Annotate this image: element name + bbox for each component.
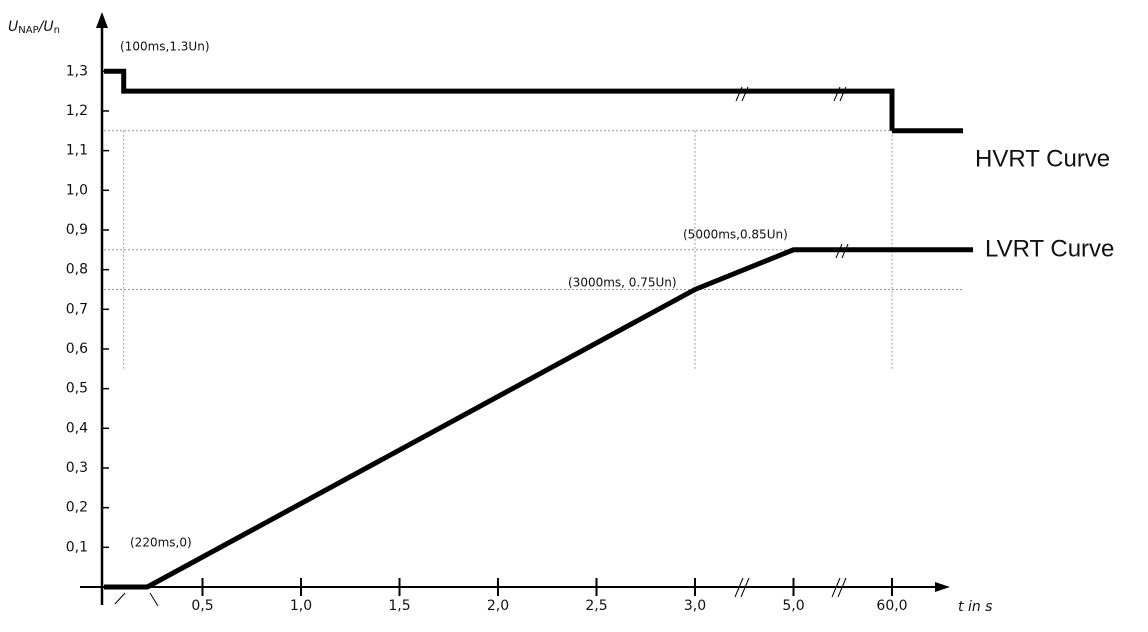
y-tick-label: 1,0 [66,182,88,198]
y-tick-label: 0,2 [66,500,88,516]
annotation: (100ms,1.3Un) [120,40,210,54]
y-arrow [96,12,108,28]
x-tick-label: 2,5 [585,598,607,614]
y-tick-label: 0,5 [66,381,88,397]
legend-label: HVRT Curve [975,145,1110,172]
y-tick-label: 0,8 [66,262,88,278]
y-tick-label: 0,3 [66,460,88,476]
y-label-part: n [54,25,60,36]
annotation: (5000ms,0.85Un) [683,228,788,242]
y-tick-label: 1,1 [66,143,88,159]
y-label-part: U [8,19,18,35]
y-tick-label: 1,2 [66,103,88,119]
axis-decoration [114,86,849,607]
x-tick-label: 0,5 [191,598,213,614]
x-arrow [935,582,950,592]
y-label: UNAP/Un [8,19,60,36]
x-tick-label: 2,0 [487,598,509,614]
y-tick-label: 0,7 [66,301,88,317]
y-tick-label: 0,6 [66,341,88,357]
x-label: t in s [958,599,992,615]
annotation: (220ms,0) [130,536,192,550]
y-tick-label: 0,9 [66,222,88,238]
y-tick-label: 0,4 [66,420,88,436]
x-tick-label: 5,0 [782,598,804,614]
x-tick-label: 3,0 [684,598,706,614]
y-label-part: /U [37,19,54,35]
x-tick-label: 1,5 [388,598,410,614]
y-tick-label: 0,1 [66,539,88,555]
curve [104,247,892,590]
curve [104,68,895,131]
x-tick-label: 60,0 [876,598,907,614]
x-tick-label: 1,0 [290,598,312,614]
y-label-part: NAP [18,25,38,36]
y-tick-label: 1,3 [66,63,88,79]
legend-label: LVRT Curve [985,235,1114,262]
annotation: (3000ms, 0.75Un) [568,276,677,290]
